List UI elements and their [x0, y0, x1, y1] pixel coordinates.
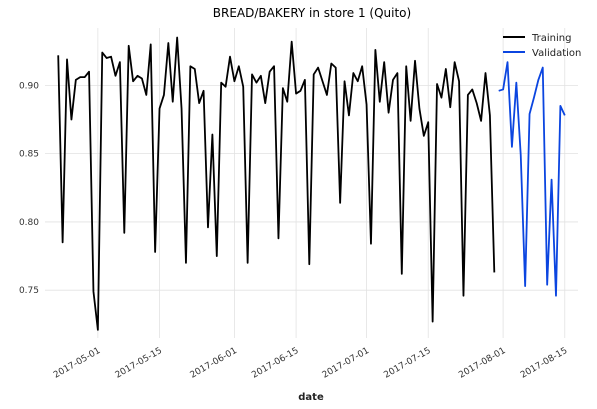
series-line [498, 61, 566, 297]
x-tick-label: 2017-08-15 [519, 346, 569, 381]
y-tick-label: 0.75 [19, 286, 39, 296]
x-tick-label: 2017-07-15 [382, 346, 432, 381]
x-tick-label: 2017-08-01 [457, 346, 507, 381]
legend-label: Validation [532, 48, 581, 59]
x-axis-label: date [298, 392, 324, 403]
series-line [57, 36, 496, 331]
x-tick-label: 2017-05-15 [114, 346, 164, 381]
x-tick-label: 2017-06-01 [189, 346, 239, 381]
x-tick-label: 2017-06-15 [250, 346, 300, 381]
chart-title: BREAD/BAKERY in store 1 (Quito) [213, 6, 411, 20]
y-tick-label: 0.90 [19, 81, 39, 91]
legend-label: Training [531, 33, 571, 44]
x-tick-label: 2017-07-01 [321, 346, 371, 381]
y-tick-label: 0.85 [19, 150, 39, 160]
x-tick-label: 2017-05-01 [52, 346, 102, 381]
y-tick-label: 0.80 [19, 218, 39, 228]
